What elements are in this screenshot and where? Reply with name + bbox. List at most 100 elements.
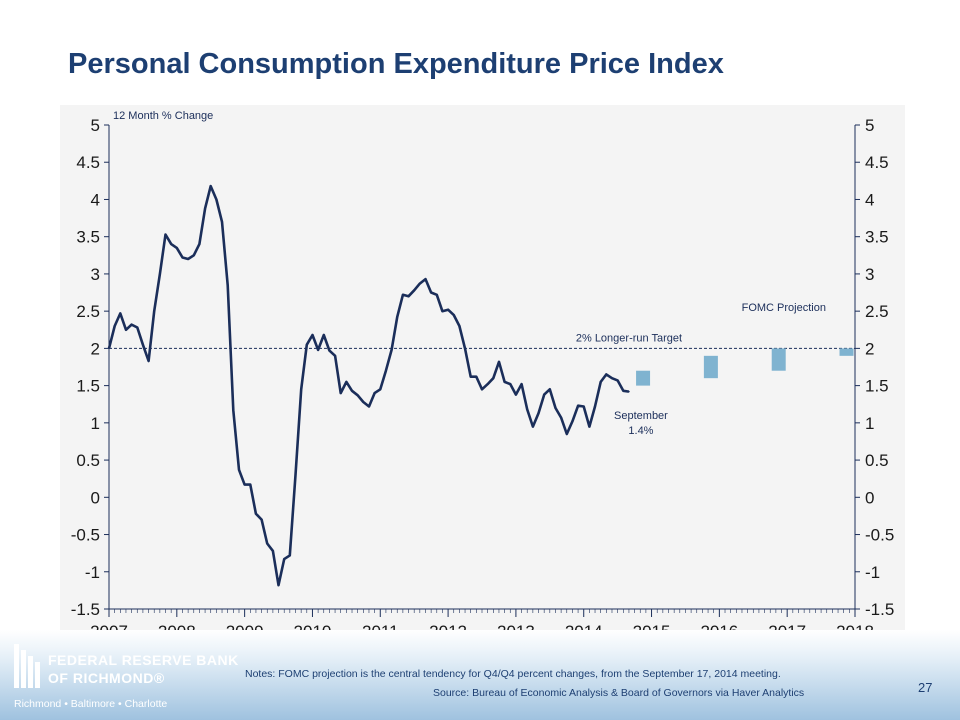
pce-data-point	[130, 323, 133, 326]
y-tick-left-label: 2	[91, 339, 100, 358]
pce-data-point	[628, 390, 630, 393]
logo-name-line2: OF RICHMOND®	[48, 670, 165, 686]
y-tick-left-label: 1.5	[76, 377, 100, 396]
pce-data-point	[300, 388, 302, 391]
pce-data-point	[396, 316, 399, 318]
pce-data-point	[113, 325, 116, 327]
pce-data-point	[317, 349, 319, 351]
pce-data-point	[243, 483, 246, 486]
page-number: 27	[918, 680, 933, 695]
pce-data-point	[362, 401, 365, 403]
pce-data-point	[170, 243, 172, 245]
y-axis-right: 5 4.5 4 3.5 3 2.5 2 1.5 1 0.5 0 -0.5 -1 -1.5	[855, 116, 894, 619]
pce-data-point	[193, 254, 195, 257]
pce-data-point	[537, 412, 540, 415]
logo-mark-icon	[14, 640, 42, 688]
slide-title: Personal Consumption Expenditure Price I…	[68, 48, 724, 80]
pce-data-point	[215, 198, 218, 201]
y-tick-right-label: -1	[865, 563, 880, 582]
annotation-label-value: 1.4%	[628, 425, 653, 437]
pce-data-point	[526, 408, 528, 411]
pce-data-point	[515, 393, 517, 396]
y-tick-right-label: 3.5	[865, 228, 889, 247]
pce-data-point	[532, 425, 534, 428]
y-tick-left-label: -1	[85, 563, 100, 582]
pce-data-point	[204, 207, 206, 210]
chart-panel: 12 Month % Change 5 4.5 4 3.5 3 2.5 2 1.5 1 0.5 0 -…	[60, 105, 905, 650]
pce-line-chart: 12 Month % Change 5 4.5 4 3.5 3 2.5 2 1.5 1 0.5 0 -…	[71, 110, 895, 641]
chart-axes: 12 Month % Change	[108, 110, 856, 610]
pce-data-point	[571, 420, 574, 423]
logo-cities: Richmond • Baltimore • Charlotte	[14, 698, 168, 710]
pce-data-point	[464, 347, 466, 350]
pce-data-point	[605, 373, 608, 376]
fed-richmond-logo: FEDERAL RESERVE BANK OF RICHMOND® Richmo…	[14, 640, 238, 712]
pce-data-point	[125, 329, 127, 331]
pce-data-point	[481, 388, 483, 391]
y-tick-left-label: 3	[91, 265, 100, 284]
pce-data-point	[390, 349, 393, 351]
y-tick-right-label: 1	[865, 414, 874, 433]
y-tick-left-label: -0.5	[71, 526, 100, 545]
projection-range-bar	[636, 370, 651, 386]
pce-data-point	[187, 258, 189, 260]
pce-data-point	[424, 278, 427, 280]
pce-data-point	[153, 310, 155, 312]
pce-data-point	[413, 289, 416, 292]
y-tick-right-label: 4	[865, 190, 874, 209]
pce-data-point	[356, 394, 359, 397]
projection-range-bar	[771, 348, 786, 371]
y-tick-right-label: -0.5	[865, 526, 894, 545]
pce-data-point	[255, 512, 257, 515]
annotation-group: September 1.4%	[614, 410, 668, 437]
y-tick-left-label: 3.5	[76, 228, 100, 247]
pce-data-point	[447, 308, 449, 311]
pce-data-point	[221, 221, 223, 223]
pce-data-point	[566, 433, 568, 435]
y-tick-left-label: 2.5	[76, 302, 100, 321]
pce-data-point	[260, 518, 263, 521]
pce-data-point	[272, 550, 274, 552]
pce-data-point	[176, 247, 178, 249]
pce-data-point	[108, 347, 110, 350]
pce-data-point	[385, 369, 387, 372]
pce-data-point	[334, 355, 336, 357]
pce-data-point	[159, 273, 161, 275]
pce-data-point	[379, 388, 382, 391]
annotation-label-month: September	[614, 410, 668, 422]
pce-data-point	[289, 554, 291, 557]
pce-data-point	[368, 405, 370, 408]
pce-data-point	[611, 377, 613, 380]
chart-notes: Notes: FOMC projection is the central te…	[245, 668, 781, 680]
logo-name-line1: FEDERAL RESERVE BANK	[48, 652, 239, 668]
pce-data-point	[436, 294, 438, 296]
pce-data-point	[492, 377, 495, 380]
pce-data-point	[119, 312, 122, 315]
y-tick-left-label: 4.5	[76, 153, 100, 172]
pce-data-point	[582, 405, 585, 408]
pce-data-point	[554, 407, 557, 409]
pce-data-point	[232, 409, 235, 412]
pce-data-point	[419, 282, 421, 285]
pce-data-point	[266, 542, 268, 545]
y-tick-right-label: -1.5	[865, 600, 894, 619]
pce-data-point	[503, 381, 506, 383]
pce-data-point	[486, 383, 489, 385]
pce-data-point	[498, 361, 500, 363]
y-tick-right-label: 2.5	[865, 302, 889, 321]
projection-range-bar	[839, 348, 854, 356]
target-line-label: 2% Longer-run Target	[576, 332, 682, 344]
projection-group: FOMC Projection	[636, 302, 854, 386]
y-tick-right-label: 5	[865, 116, 874, 135]
pce-data-point	[520, 383, 523, 385]
pce-data-point	[323, 334, 325, 336]
chart-source: Source: Bureau of Economic Analysis & Bo…	[433, 687, 805, 699]
pce-data-point	[306, 343, 308, 346]
projection-label: FOMC Projection	[742, 302, 826, 314]
pce-data-point	[209, 185, 212, 187]
pce-data-point	[622, 390, 625, 392]
y-tick-left-label: 0.5	[76, 451, 100, 470]
pce-data-point	[402, 294, 404, 296]
pce-data-point	[164, 233, 167, 236]
y-tick-right-label: 3	[865, 265, 874, 284]
